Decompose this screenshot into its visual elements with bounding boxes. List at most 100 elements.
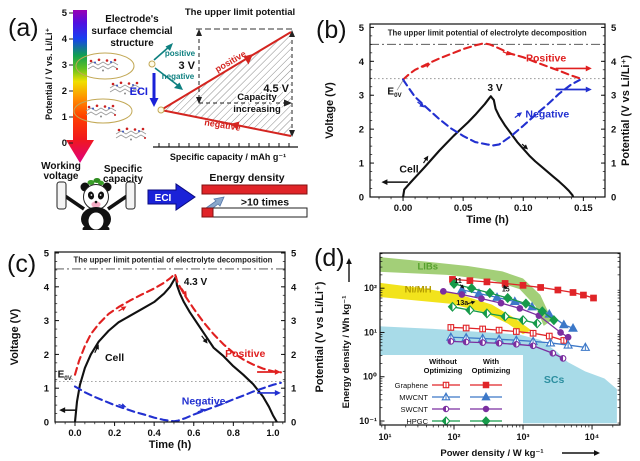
legend-header: With [483, 357, 500, 366]
apex-point [157, 106, 165, 114]
polygon [502, 292, 513, 304]
potential-colorbar: 5 4 3 2 1 0 Potential / V vs. Li/Li⁺ [44, 8, 94, 163]
series-marker [502, 292, 513, 304]
annotation: Positive [526, 52, 566, 64]
svg-text:Electrode's: Electrode's [105, 14, 159, 25]
legend-header: Without [429, 357, 457, 366]
upper-limit-label: The upper limit potential [185, 7, 295, 18]
polygon [466, 283, 477, 294]
polygon [532, 318, 542, 329]
y-tick-label-left: 5 [44, 249, 50, 260]
electrode-structure-caption: Electrode's surface chemcial structure [91, 14, 172, 49]
panda-mascot [56, 178, 136, 230]
svg-text:increasing: increasing [233, 104, 281, 115]
y-tick-label-right: 3 [611, 91, 616, 102]
rect [590, 294, 597, 302]
circle [497, 299, 505, 307]
region-label: Ni/MH [405, 285, 432, 296]
series-marker [495, 339, 503, 347]
eci-arrow-label: ECI [155, 193, 172, 204]
energy-bar-before [201, 207, 308, 218]
arrowhead-icon [425, 63, 431, 68]
path [496, 340, 500, 347]
path [448, 338, 451, 345]
panel-a-illustration: (a) 5 4 3 2 1 0 Potential / V vs. Li/Li⁺… [8, 7, 308, 230]
polygon [558, 319, 569, 329]
y-tick-label-left: 2 [44, 350, 49, 361]
x-tick-label: 10² [447, 432, 460, 442]
arrowhead-icon [423, 155, 429, 162]
annotation: Negative [525, 108, 569, 120]
teal-arrowhead-icon [165, 43, 173, 51]
series-marker [447, 338, 455, 345]
series-marker [482, 308, 492, 319]
series-line-positive [402, 42, 581, 81]
path [530, 342, 534, 349]
series-marker [537, 284, 544, 291]
y-axis-label-left: Voltage (V) [9, 308, 21, 365]
polygon [492, 292, 502, 301]
colorbar-ticks [69, 12, 73, 144]
red-arrowhead-icon [243, 54, 253, 65]
polygon [537, 306, 547, 317]
series-marker [479, 325, 486, 333]
ten-times-label: >10 times [241, 197, 289, 209]
region-libs [380, 257, 553, 326]
y-axis-arrow [346, 258, 352, 264]
series-marker [449, 278, 459, 290]
x-tick-label: 0.15 [574, 203, 593, 214]
x-tick-label: 0.6 [187, 428, 200, 439]
series-marker [569, 289, 577, 296]
annotation: 15 [502, 287, 510, 294]
y-tick-label-left: 3 [44, 316, 49, 327]
annotation: 3 V [488, 83, 503, 94]
annotation: 11 [454, 278, 462, 285]
teal-negative-label: negative [162, 72, 195, 81]
arrowhead-icon [503, 284, 508, 290]
energy-bar-after [201, 184, 308, 195]
series-marker [482, 381, 490, 389]
circle [557, 329, 564, 336]
svg-text:5: 5 [62, 8, 68, 19]
series-marker [521, 298, 531, 309]
series-marker [501, 280, 509, 287]
series-marker [580, 342, 591, 351]
series-graphene-without [447, 324, 568, 344]
panel-label: (d) [314, 244, 345, 272]
x-axis-arrow [594, 450, 600, 456]
arrowhead-icon [94, 344, 99, 350]
polygon [481, 392, 491, 401]
annotation: The upper limit potential of electrolyte… [74, 255, 273, 264]
colorbar-axis-label: Potential / V vs. Li/Li⁺ [44, 27, 54, 120]
series-marker [479, 339, 486, 346]
series-marker [481, 392, 491, 401]
series-marker [495, 326, 503, 334]
arrow-line [396, 80, 404, 91]
y-tick-label-left: 0 [359, 193, 364, 204]
series-hpgc-with [449, 278, 559, 326]
axis-frame [54, 251, 286, 423]
x-axis-label: Time (h) [149, 439, 192, 451]
circle [482, 405, 490, 413]
legend-row-label: Graphene [395, 381, 428, 390]
annotation: 4.3 V [184, 277, 208, 288]
series-marker [549, 315, 559, 326]
y-tick-label-left: 4 [359, 57, 365, 68]
rect [569, 289, 577, 296]
panel-b-chart: (b) 0.00 0.05 0.10 0.15 0 0 1 1 2 2 3 3 4 4 5 5 Time (h) V… [316, 16, 632, 226]
three-v-label: 3 V [178, 60, 195, 72]
circle [516, 305, 524, 312]
y-tick-label-right: 0 [291, 418, 296, 429]
arrowhead-icon [505, 50, 512, 56]
eci-down-arrowhead-icon [149, 98, 159, 107]
polygon [449, 278, 459, 290]
capacity-increasing-label: Capacity increasing [232, 91, 283, 117]
series-marker [497, 299, 505, 307]
polygon [465, 305, 470, 315]
series-marker [563, 339, 574, 349]
x-tick-label: 0.05 [454, 203, 473, 214]
annotation: 13a [456, 300, 468, 307]
arrowhead-icon [381, 179, 388, 185]
teal-positive-label: positive [165, 49, 196, 58]
series-marker [478, 295, 485, 303]
